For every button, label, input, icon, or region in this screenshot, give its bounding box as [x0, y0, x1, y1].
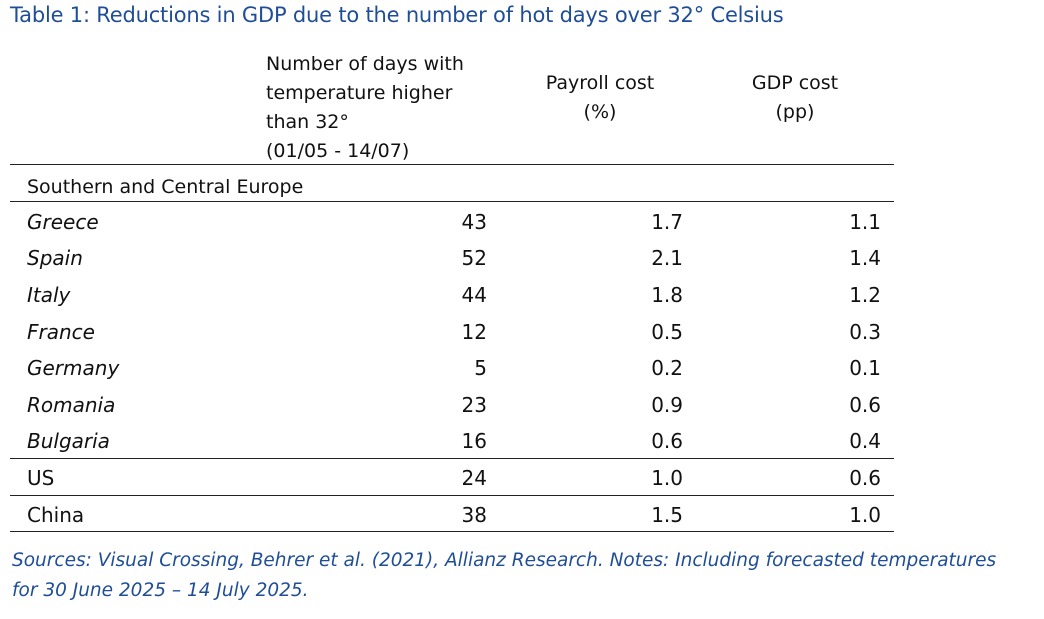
header-gdp-line: GDP cost — [751, 72, 839, 94]
gdp-cell: 0.4 — [849, 429, 881, 453]
country-cell: Romania — [27, 393, 116, 417]
source-note-line: for 30 June 2025 – 14 July 2025. — [12, 580, 309, 601]
table-row: Germany 5 0.2 0.1 — [10, 350, 894, 386]
header-days: Number of days with temperature higher t… — [266, 50, 506, 166]
gdp-cell: 0.6 — [849, 466, 881, 490]
payroll-cell: 0.9 — [651, 393, 683, 417]
gdp-cell: 1.1 — [849, 210, 881, 234]
row-rule — [10, 495, 894, 496]
payroll-cell: 0.2 — [651, 356, 683, 380]
gdp-cell: 1.2 — [849, 283, 881, 307]
payroll-cell: 0.5 — [651, 320, 683, 344]
header-payroll-line: Payroll cost — [545, 72, 655, 94]
country-cell: Italy — [27, 283, 71, 307]
gdp-cell: 0.3 — [849, 320, 881, 344]
table-row: China 38 1.5 1.0 — [10, 497, 894, 533]
header-days-line: temperature higher — [266, 82, 453, 104]
header-payroll: Payroll cost (%) — [525, 69, 675, 127]
group-rule — [10, 458, 894, 459]
days-cell: 5 — [474, 356, 487, 380]
source-note-line: Sources: Visual Crossing, Behrer et al. … — [12, 550, 997, 571]
gdp-cell: 1.4 — [849, 246, 881, 270]
payroll-cell: 1.8 — [651, 283, 683, 307]
country-cell: Germany — [27, 356, 120, 380]
country-cell: China — [27, 503, 85, 527]
gdp-cell: 0.1 — [849, 356, 881, 380]
header-days-line: (01/05 - 14/07) — [266, 140, 410, 162]
days-cell: 16 — [461, 429, 487, 453]
payroll-cell: 1.5 — [651, 503, 683, 527]
table-row: Spain 52 2.1 1.4 — [10, 240, 894, 276]
payroll-cell: 1.7 — [651, 210, 683, 234]
table-row: Romania 23 0.9 0.6 — [10, 387, 894, 423]
section-rule — [10, 201, 894, 202]
table-bottom-rule — [10, 531, 894, 532]
days-cell: 38 — [461, 503, 487, 527]
country-cell: US — [27, 466, 55, 490]
header-payroll-line: (%) — [583, 101, 617, 123]
days-cell: 24 — [461, 466, 487, 490]
country-cell: Spain — [27, 246, 83, 270]
header-gdp: GDP cost (pp) — [720, 69, 870, 127]
payroll-cell: 2.1 — [651, 246, 683, 270]
days-cell: 43 — [461, 210, 487, 234]
payroll-cell: 1.0 — [651, 466, 683, 490]
section-label: Southern and Central Europe — [27, 176, 304, 198]
source-note: Sources: Visual Crossing, Behrer et al. … — [12, 546, 1037, 606]
table-row: Italy 44 1.8 1.2 — [10, 277, 894, 313]
header-days-line: Number of days with — [266, 53, 464, 75]
country-cell: Bulgaria — [27, 429, 110, 453]
country-cell: Greece — [27, 210, 99, 234]
header-gdp-line: (pp) — [775, 101, 815, 123]
table-row: France 12 0.5 0.3 — [10, 314, 894, 350]
days-cell: 12 — [461, 320, 487, 344]
days-cell: 44 — [461, 283, 487, 307]
table-row: Greece 43 1.7 1.1 — [10, 204, 894, 240]
days-cell: 23 — [461, 393, 487, 417]
header-rule — [10, 164, 894, 165]
payroll-cell: 0.6 — [651, 429, 683, 453]
gdp-cell: 0.6 — [849, 393, 881, 417]
header-days-line: than 32° — [266, 111, 349, 133]
gdp-cell: 1.0 — [849, 503, 881, 527]
table-row: Bulgaria 16 0.6 0.4 — [10, 423, 894, 459]
table-title: Table 1: Reductions in GDP due to the nu… — [10, 3, 784, 27]
country-cell: France — [27, 320, 95, 344]
table-row: US 24 1.0 0.6 — [10, 460, 894, 496]
days-cell: 52 — [461, 246, 487, 270]
